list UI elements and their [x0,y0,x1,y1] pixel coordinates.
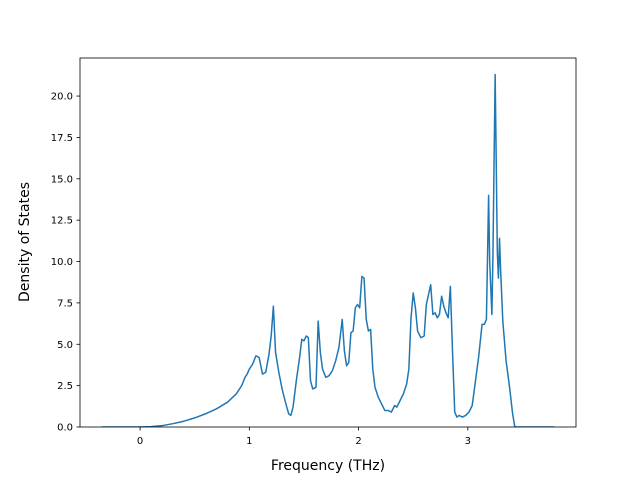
y-tick-label: 17.5 [51,133,73,144]
x-tick-label: 0 [137,436,143,447]
y-tick-label: 5.0 [57,340,73,351]
axes: 0 1 2 3 0.0 2.5 5.0 7.5 10.0 12.5 15.0 17.5 20.0 [51,57,577,447]
plot-area [101,73,555,427]
y-tick-label: 7.5 [57,298,73,309]
y-tick-label: 12.5 [51,216,73,227]
axes-frame [79,57,577,428]
x-tick-label: 1 [246,436,252,447]
x-axis-label: Frequency (THz) [271,458,385,474]
y-tick-label: 20.0 [51,92,73,103]
y-tick-label: 10.0 [51,257,73,268]
series-line-0 [101,73,555,427]
y-tick-label: 0.0 [57,423,73,434]
y-tick-label: 2.5 [57,381,73,392]
x-tick-label: 2 [355,436,361,447]
x-tick-label: 3 [465,436,471,447]
y-axis-label: Density of States [17,182,33,302]
y-tick-label: 15.0 [51,174,73,185]
